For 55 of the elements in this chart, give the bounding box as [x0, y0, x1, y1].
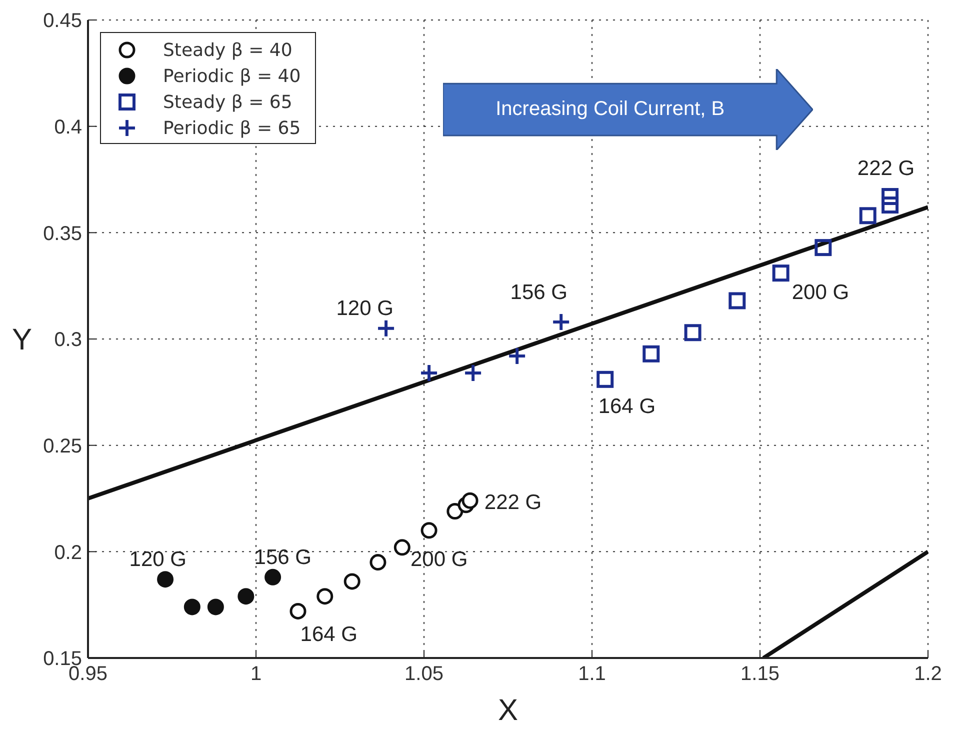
point [552, 312, 571, 332]
annotation: Increasing Coil Current, B [494, 97, 726, 122]
annotation: 222 G [484, 490, 542, 515]
y-tick-label: 0.3 [54, 329, 82, 352]
point [882, 196, 899, 214]
x-tick-label: 1.1 [578, 663, 606, 686]
point [464, 364, 483, 383]
annotation: 120 G [129, 548, 186, 572]
y-tick-label: 0.45 [43, 10, 82, 32]
point [370, 554, 386, 571]
x-tick-label: 1.05 [404, 663, 444, 686]
point [394, 539, 410, 556]
point [462, 492, 478, 509]
x-tick-label: 1.15 [740, 663, 780, 686]
point [290, 602, 306, 620]
point [316, 588, 334, 605]
point [420, 364, 439, 383]
x-tick-label: 1 [250, 663, 262, 686]
annotation: 222 G [857, 156, 915, 181]
x-tick-label: 1.2 [914, 663, 942, 686]
legend-label: Periodic β = 40 [163, 66, 301, 86]
point [882, 188, 899, 206]
annotation: 200 G [410, 548, 468, 572]
point [264, 568, 282, 586]
point [728, 292, 746, 310]
y-tick-label: 0.35 [43, 222, 82, 245]
point [184, 598, 200, 616]
legend-label: Steady β = 40 [163, 40, 292, 60]
point [344, 573, 360, 590]
point [814, 239, 832, 256]
legend-label: Steady β = 65 [163, 92, 292, 112]
point [207, 598, 224, 616]
point [596, 370, 614, 388]
x-axis-title: X [498, 694, 518, 727]
point [157, 571, 174, 588]
point [772, 264, 790, 282]
point [420, 522, 438, 539]
y-tick-label: 0.4 [54, 116, 82, 138]
point [376, 318, 396, 338]
point [508, 346, 527, 366]
y-tick-label: 0.25 [43, 435, 82, 458]
y-tick-label: 0.2 [54, 542, 82, 564]
point [859, 207, 876, 224]
annotation: 156 G [510, 281, 568, 306]
legend-label: Periodic β = 65 [163, 118, 301, 138]
annotation: 164 G [598, 395, 656, 420]
y-axis-title: Y [12, 324, 32, 357]
point [238, 588, 254, 605]
annotation: 120 G [336, 297, 394, 322]
annotation: 164 G [300, 622, 358, 647]
point [684, 324, 702, 342]
annotation: 156 G [254, 546, 312, 570]
annotation: 200 G [792, 281, 850, 306]
point [446, 503, 464, 520]
point [642, 345, 660, 362]
